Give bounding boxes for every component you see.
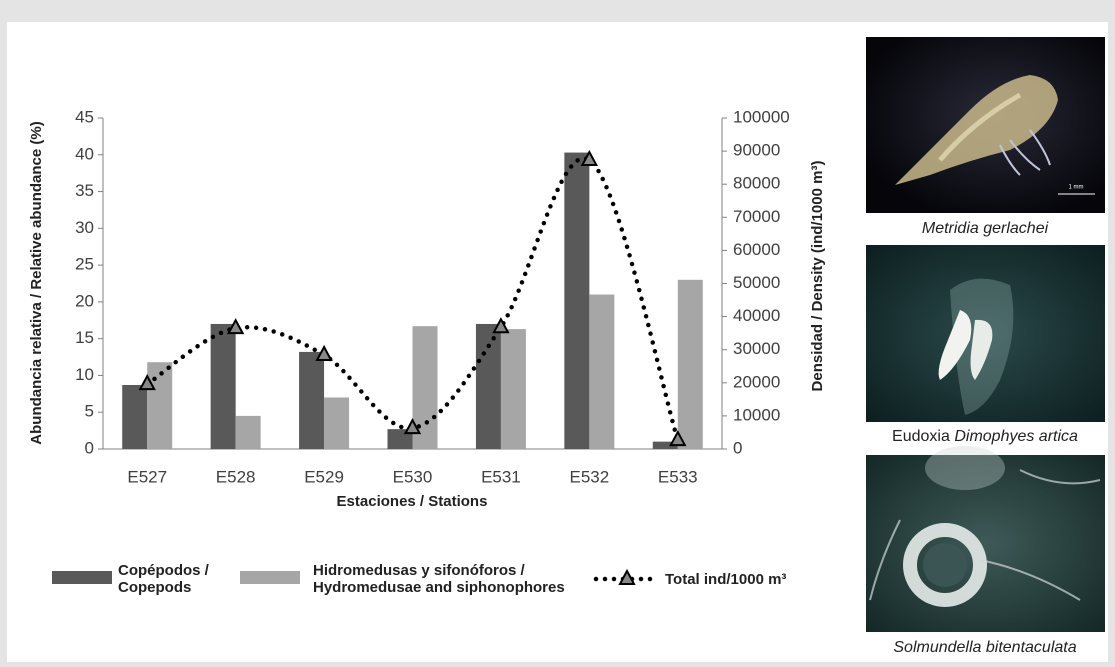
y-tick-label: 5 [85, 402, 94, 421]
caption-part: Dimophyes artica [954, 428, 1078, 445]
y2-tick-label: 0 [733, 438, 742, 457]
caption-part: Eudoxia [892, 428, 950, 445]
y2-tick-label: 10000 [733, 405, 780, 424]
y2-axis-title: Densidad / Density (ind/1000 m³) [809, 161, 826, 392]
scale-label: 1 mm [1069, 185, 1084, 191]
bar [324, 398, 349, 449]
y-tick-label: 40 [75, 144, 94, 163]
y2-tick-label: 40000 [733, 306, 780, 325]
bar [589, 295, 614, 449]
y2-tick-label: 50000 [733, 273, 780, 292]
y-axis-title: Abundancia relativa / Relative abundance… [28, 121, 45, 444]
photo-2 [866, 245, 1105, 422]
y2-tick-label: 90000 [733, 141, 780, 160]
y2-tick-label: 80000 [733, 174, 780, 193]
bar [147, 362, 172, 449]
y-tick-label: 0 [85, 438, 94, 457]
legend-swatch [240, 571, 300, 584]
x-tick-label: E533 [658, 467, 698, 486]
bar [678, 280, 703, 449]
y2-tick-label: 60000 [733, 240, 780, 259]
caption: Metridia gerlachei [922, 220, 1049, 237]
bar [211, 324, 236, 449]
bar [122, 385, 147, 449]
caption: Eudoxia Dimophyes artica [892, 428, 1078, 445]
y2-tick-label: 100000 [733, 107, 790, 126]
y-tick-label: 25 [75, 255, 94, 274]
page: Abundancia relativa / Relative abundance… [0, 0, 1115, 667]
photo-3 [866, 446, 1105, 632]
y2-tick-label: 30000 [733, 339, 780, 358]
y-tick-label: 10 [75, 365, 94, 384]
y-tick-label: 45 [75, 107, 94, 126]
y-tick-label: 35 [75, 181, 94, 200]
legend-label: Total ind/1000 m³ [665, 571, 786, 588]
x-axis-title: Estaciones / Stations [337, 493, 488, 510]
bar [476, 324, 501, 449]
y-tick-label: 30 [75, 218, 94, 237]
y-tick-label: 20 [75, 291, 94, 310]
y2-tick-label: 70000 [733, 207, 780, 226]
photo-1: 1 mm [866, 37, 1105, 213]
x-tick-label: E527 [127, 467, 167, 486]
legend-swatch [52, 571, 112, 584]
bar [299, 352, 324, 449]
legend-label: Copépodos / Copepods [118, 562, 223, 596]
x-tick-label: E529 [304, 467, 344, 486]
caption: Solmundella bitentaculata [893, 639, 1076, 656]
x-tick-label: E528 [216, 467, 256, 486]
x-tick-label: E530 [393, 467, 433, 486]
y-tick-label: 15 [75, 328, 94, 347]
bar [564, 153, 589, 449]
x-tick-label: E531 [481, 467, 521, 486]
y2-tick-label: 20000 [733, 372, 780, 391]
bar [501, 329, 526, 449]
bar [236, 416, 261, 449]
legend-label: Hidromedusas y sifonóforos / Hydromedusa… [313, 562, 588, 596]
x-tick-label: E532 [570, 467, 610, 486]
